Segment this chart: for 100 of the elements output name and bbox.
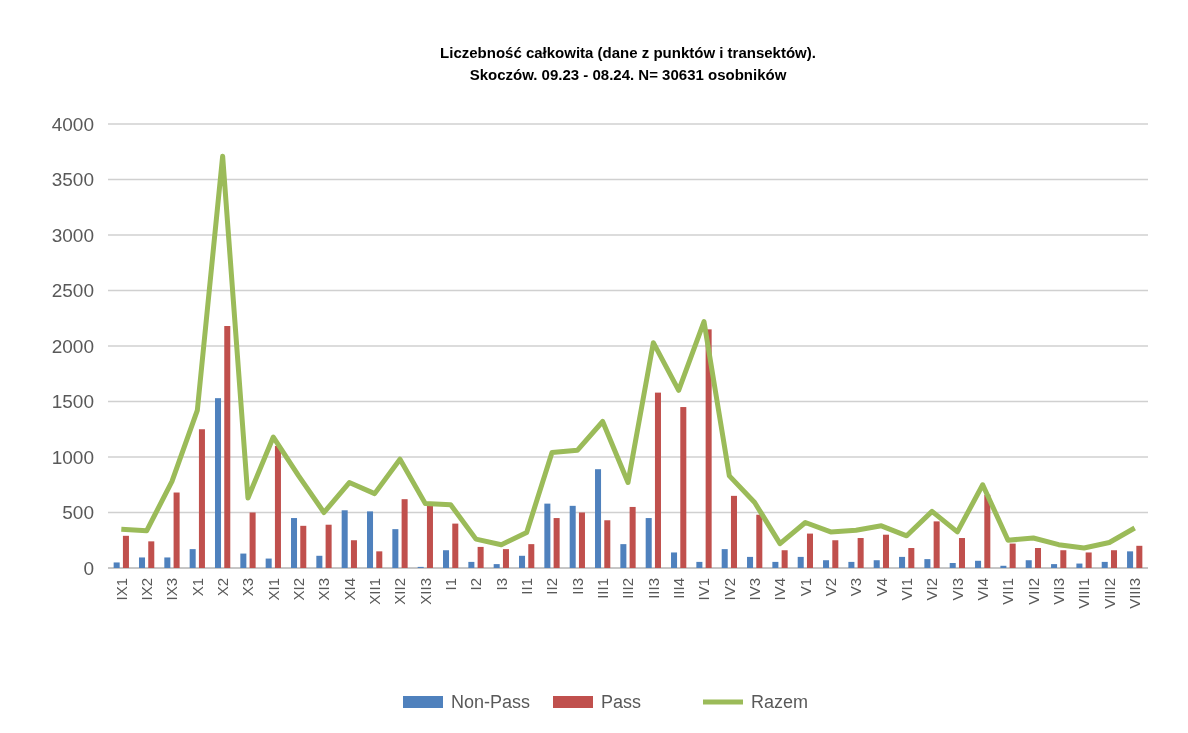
bar xyxy=(1060,550,1067,568)
x-tick-label: IV4 xyxy=(771,578,789,601)
bar xyxy=(214,398,222,568)
x-tick-label: VI1 xyxy=(897,578,915,601)
x-tick-label: X1 xyxy=(188,578,206,597)
y-tick-label: 500 xyxy=(62,502,94,524)
bar xyxy=(493,564,500,568)
bar xyxy=(806,533,813,568)
legend-label: Non-Pass xyxy=(451,692,531,712)
bar xyxy=(519,555,526,568)
x-tick-label: V3 xyxy=(847,578,865,597)
bar xyxy=(148,541,155,568)
bar xyxy=(832,540,839,568)
x-tick-label: I1 xyxy=(441,578,459,591)
x-tick-label: V4 xyxy=(872,578,890,597)
bar xyxy=(300,525,307,568)
x-tick-label: IV1 xyxy=(695,578,713,601)
bar xyxy=(265,558,272,568)
bar xyxy=(1034,548,1041,568)
bar xyxy=(730,495,737,568)
x-tick-label: VIII1 xyxy=(1075,578,1093,609)
bar xyxy=(452,523,459,568)
bar xyxy=(924,559,931,568)
x-tick-label: III3 xyxy=(644,578,662,599)
x-tick-label: VI3 xyxy=(948,578,966,601)
bar xyxy=(502,549,509,568)
bar xyxy=(696,561,703,568)
x-tick-label: I2 xyxy=(467,578,485,591)
bar xyxy=(224,326,231,568)
x-tick-label: X2 xyxy=(213,578,231,597)
bar xyxy=(316,555,323,568)
bar xyxy=(113,562,120,568)
bar xyxy=(721,549,728,568)
x-tick-label: X3 xyxy=(239,578,257,597)
bar xyxy=(857,538,864,568)
bar xyxy=(629,506,636,568)
bar xyxy=(933,521,940,568)
bar xyxy=(984,494,991,568)
bar xyxy=(620,544,627,568)
x-tick-label: VIII3 xyxy=(1125,578,1143,609)
bar xyxy=(274,445,281,568)
y-tick-label: 2500 xyxy=(51,280,94,302)
bar xyxy=(949,563,956,568)
bar xyxy=(468,561,475,568)
y-tick-label: 0 xyxy=(83,557,94,579)
bar xyxy=(1127,551,1134,568)
x-tick-label: II2 xyxy=(543,578,561,595)
x-tick-label: II3 xyxy=(568,578,586,595)
x-tick-label: IV3 xyxy=(745,578,763,601)
chart-title: Liczebność całkowita (dane z punktów i transektów). Skoczów. 09.23 - 08.24. N= 30631 osobników xyxy=(440,44,816,83)
x-tick-label: XI4 xyxy=(340,578,358,601)
x-tick-label: VII1 xyxy=(999,578,1017,605)
bar xyxy=(401,499,408,568)
bar xyxy=(848,561,855,568)
bar xyxy=(797,556,804,568)
y-tick-label: 2000 xyxy=(51,335,94,357)
bar xyxy=(249,512,256,568)
bar xyxy=(443,550,450,568)
x-tick-label: XI3 xyxy=(315,578,333,601)
x-tick-label: XII1 xyxy=(365,578,383,605)
x-tick-label: IX1 xyxy=(112,578,130,601)
x-tick-label: III1 xyxy=(593,578,611,599)
bar xyxy=(1025,560,1032,568)
bar xyxy=(341,510,348,568)
bar xyxy=(958,538,965,568)
bar xyxy=(426,505,433,568)
x-tick-label: II1 xyxy=(517,578,535,595)
y-tick-label: 3000 xyxy=(51,224,94,246)
x-tick-label: IV2 xyxy=(720,578,738,601)
bar xyxy=(747,556,754,568)
bar xyxy=(772,561,779,568)
x-tick-label: XII2 xyxy=(391,578,409,605)
bar xyxy=(595,469,602,568)
bar xyxy=(291,518,298,568)
x-tick-label: III4 xyxy=(669,578,687,599)
x-tick-label: VI2 xyxy=(923,578,941,601)
bar xyxy=(477,546,484,568)
bar xyxy=(1085,552,1092,568)
x-tick-label: XII3 xyxy=(416,578,434,605)
bar xyxy=(975,560,982,568)
bar xyxy=(544,503,551,568)
bar xyxy=(1136,545,1143,568)
bar xyxy=(367,511,374,568)
bar xyxy=(873,560,880,568)
bar xyxy=(325,524,332,568)
x-tick-label: V2 xyxy=(821,578,839,597)
x-tick-label: III2 xyxy=(619,578,637,599)
bar xyxy=(1000,565,1007,568)
y-tick-label: 1000 xyxy=(51,446,94,468)
y-tick-label: 4000 xyxy=(51,113,94,135)
bar xyxy=(671,552,678,568)
bar xyxy=(528,544,535,568)
bar xyxy=(604,520,611,568)
bar xyxy=(908,548,915,568)
y-tick-label: 3500 xyxy=(51,169,94,191)
x-tick-label: XI1 xyxy=(264,578,282,601)
bar xyxy=(240,553,247,568)
bar xyxy=(1110,550,1118,568)
x-tick-label: VIII2 xyxy=(1100,578,1118,609)
bar xyxy=(189,549,196,568)
